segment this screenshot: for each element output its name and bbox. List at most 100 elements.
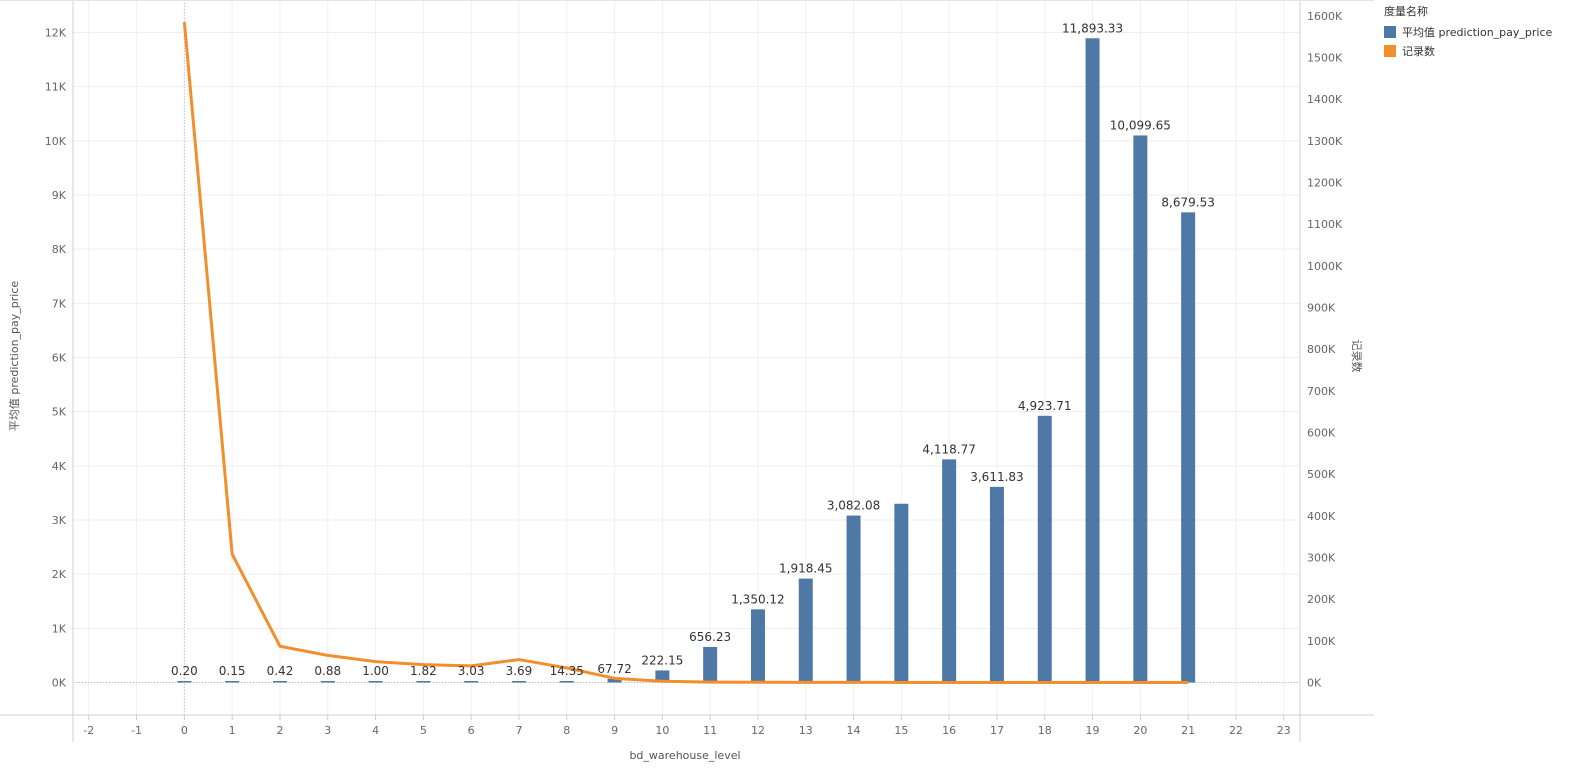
right-tick-label: 500K: [1307, 468, 1336, 481]
x-tick-label: 5: [420, 724, 427, 737]
line-series: [182, 21, 1189, 684]
left-tick-label: 12K: [45, 27, 67, 40]
bar-data-label: 8,679.53: [1161, 195, 1214, 209]
bar-data-label: 11,893.33: [1062, 21, 1123, 35]
right-tick-label: 700K: [1307, 385, 1336, 398]
legend-title: 度量名称: [1384, 5, 1428, 18]
y2-axis-title: 记录数: [1350, 340, 1363, 373]
left-tick-label: 9K: [52, 189, 67, 202]
left-tick-label: 5K: [52, 406, 67, 419]
bar: [1037, 415, 1052, 683]
bar: [703, 646, 718, 683]
x-tick-label: 18: [1038, 724, 1052, 737]
bar-data-label: 3,611.83: [970, 470, 1023, 484]
right-tick-label: 600K: [1307, 427, 1336, 440]
left-axis-ticks: 0K 1K 2K 3K 4K 5K 6K 7K 8K 9K 10K 11K 12K: [45, 27, 67, 690]
bar-data-label: 0.88: [314, 664, 341, 678]
right-tick-label: 900K: [1307, 302, 1336, 315]
left-tick-label: 2K: [52, 568, 67, 581]
bar-data-label: 1.00: [362, 664, 389, 678]
x-tick-label: 22: [1229, 724, 1243, 737]
x-tick-label: 23: [1277, 724, 1291, 737]
data-labels: 0.20 0.15 0.42 0.88 1.00 1.82 3.03 3.69 14.35 67.…: [171, 21, 1215, 678]
x-tick-label: -2: [83, 724, 94, 737]
x-tick-label: 15: [894, 724, 908, 737]
x-tick-label: 11: [703, 724, 717, 737]
left-tick-label: 8K: [52, 243, 67, 256]
left-tick-label: 1K: [52, 622, 67, 635]
right-tick-label: 0K: [1307, 677, 1322, 690]
right-tick-label: 1200K: [1307, 177, 1343, 190]
bar-data-label: 1,918.45: [779, 562, 832, 576]
bar: [225, 681, 240, 683]
right-tick-label: 1300K: [1307, 135, 1343, 148]
left-tick-label: 0K: [52, 677, 67, 690]
right-tick-label: 400K: [1307, 510, 1336, 523]
right-tick-label: 300K: [1307, 552, 1336, 565]
bar-data-label: 0.42: [267, 664, 294, 678]
legend-label-record-count: 记录数: [1402, 44, 1435, 58]
bar-data-label: 222.15: [641, 653, 683, 667]
x-tick-label: 9: [611, 724, 618, 737]
legend-label-avg-price: 平均值 prediction_pay_price: [1402, 25, 1553, 39]
bar: [750, 609, 765, 683]
bar: [798, 578, 813, 683]
bar-data-label: 1.82: [410, 664, 437, 678]
right-tick-label: 1600K: [1307, 10, 1343, 23]
left-tick-label: 3K: [52, 514, 67, 527]
x-tick-label: -1: [131, 724, 142, 737]
x-tick-label: 19: [1086, 724, 1100, 737]
x-tick-label: 13: [799, 724, 813, 737]
bar-data-label: 3.03: [458, 664, 485, 678]
x-axis-title: bd_warehouse_level: [629, 749, 740, 762]
bar-data-label: 67.72: [597, 662, 631, 676]
x-tick-label: 0: [181, 724, 188, 737]
bar-data-label: 0.20: [171, 664, 198, 678]
x-tick-label: 4: [372, 724, 379, 737]
bar: [559, 681, 574, 683]
bar: [1181, 212, 1196, 683]
bar: [368, 681, 383, 683]
right-tick-label: 1100K: [1307, 218, 1343, 231]
plot-frame: [0, 0, 1374, 742]
bar: [320, 681, 335, 683]
y-axis-title: 平均值 prediction_pay_price: [8, 281, 21, 432]
bar-data-label: 3,082.08: [827, 499, 880, 513]
left-tick-label: 7K: [52, 297, 67, 310]
x-axis-ticks: -2 -1 0 1 2 3 4 5 6 7 8 9 10 11 12 13 14 15 16 17 18 19 20 21 22…: [83, 715, 1291, 737]
bar-data-label: 10,099.65: [1110, 118, 1171, 132]
x-tick-label: 2: [276, 724, 283, 737]
bar: [416, 681, 431, 683]
bar-data-label: 4,118.77: [922, 442, 975, 456]
bar-data-label: 656.23: [689, 630, 731, 644]
right-tick-label: 200K: [1307, 593, 1336, 606]
bar: [894, 503, 909, 683]
bar: [607, 678, 622, 683]
legend-item-avg-price[interactable]: 平均值 prediction_pay_price: [1384, 22, 1552, 41]
legend-item-record-count[interactable]: 记录数: [1384, 41, 1552, 60]
right-tick-label: 1400K: [1307, 93, 1343, 106]
x-tick-label: 10: [655, 724, 669, 737]
bar: [511, 681, 526, 683]
left-tick-label: 4K: [52, 460, 67, 473]
record-count-line: [182, 21, 1189, 684]
legend: 度量名称 平均值 prediction_pay_price 记录数: [1384, 3, 1552, 60]
bar-data-label: 4,923.71: [1018, 399, 1071, 413]
bar: [272, 681, 287, 683]
left-tick-label: 10K: [45, 135, 67, 148]
bar: [1085, 38, 1100, 683]
bar-data-label: 1,350.12: [731, 592, 784, 606]
x-tick-label: 1: [229, 724, 236, 737]
x-tick-label: 20: [1133, 724, 1147, 737]
x-tick-label: 8: [563, 724, 570, 737]
x-tick-label: 6: [468, 724, 475, 737]
bar: [942, 459, 957, 683]
left-tick-label: 6K: [52, 352, 67, 365]
bar-series: [177, 38, 1196, 683]
right-tick-label: 800K: [1307, 343, 1336, 356]
bar: [655, 670, 670, 683]
x-tick-label: 17: [990, 724, 1004, 737]
bar: [989, 486, 1004, 683]
x-tick-label: 12: [751, 724, 765, 737]
